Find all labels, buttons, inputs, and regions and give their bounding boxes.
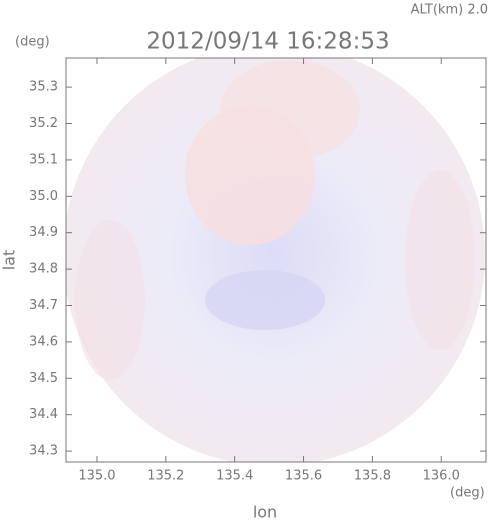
y-tick-label: 35.3 (29, 80, 58, 95)
plot-frame (65, 57, 487, 463)
y-tick-label: 35.1 (29, 152, 58, 167)
y-tick-label: 34.4 (29, 407, 58, 422)
x-tick-label: 135.2 (147, 469, 184, 484)
y-tick-label: 35.2 (29, 116, 58, 131)
x-tick-label: 136.0 (423, 469, 460, 484)
y-tick-label: 35.0 (29, 189, 58, 204)
radar-field (66, 58, 485, 462)
x-axis-label: lon (253, 503, 277, 521)
y-tick-label: 34.3 (29, 444, 58, 459)
y-tick-label: 34.5 (29, 371, 58, 386)
x-tick-label: 135.0 (78, 469, 115, 484)
y-tick-label: 34.7 (29, 298, 58, 313)
x-tick-label: 135.6 (285, 469, 322, 484)
chart-title: 2012/09/14 16:28:53 (146, 29, 389, 55)
x-tick-label: 135.4 (216, 469, 253, 484)
y-axis-label: lat (0, 250, 19, 271)
x-unit: (deg) (450, 486, 485, 501)
x-tick-label: 135.8 (354, 469, 391, 484)
annotation: ALT(km) 2.0 (411, 3, 488, 18)
y-tick-label: 34.6 (29, 334, 58, 349)
y-tick-label: 34.8 (29, 262, 58, 277)
y-tick-label: 34.9 (29, 225, 58, 240)
y-unit: (deg) (15, 35, 50, 50)
